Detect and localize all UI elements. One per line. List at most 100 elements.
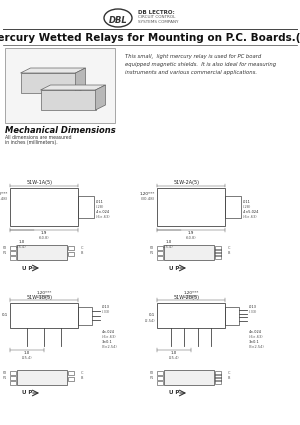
Bar (10, 246, 16, 250)
Polygon shape (20, 73, 76, 93)
Text: All dimensions are measured: All dimensions are measured (5, 135, 71, 140)
Polygon shape (40, 85, 106, 90)
Text: Mechanical Dimensions: Mechanical Dimensions (5, 126, 116, 135)
Polygon shape (40, 90, 95, 110)
Bar (78, 306, 92, 325)
Text: 4×.024: 4×.024 (249, 330, 262, 334)
Bar (225, 196, 241, 218)
Text: 51W-1B(5): 51W-1B(5) (27, 295, 53, 300)
Bar (215, 252, 221, 255)
Text: P1: P1 (150, 376, 154, 380)
Bar (215, 374, 221, 377)
Text: 51W-2B(5): 51W-2B(5) (174, 295, 200, 300)
Text: (30.48): (30.48) (184, 295, 198, 299)
Text: .013: .013 (102, 305, 110, 309)
Polygon shape (76, 68, 85, 93)
Text: B: B (81, 376, 83, 380)
Bar (78, 196, 94, 218)
Text: 3×0.1: 3×0.1 (102, 340, 113, 344)
Bar (215, 246, 221, 249)
Text: U P: U P (169, 266, 179, 270)
Text: .4×.024: .4×.024 (96, 210, 110, 214)
Bar (157, 246, 163, 250)
Text: C: C (81, 246, 83, 250)
Text: 0.1: 0.1 (149, 314, 155, 317)
Bar (10, 371, 16, 375)
Text: (30.48): (30.48) (0, 197, 8, 201)
Bar (10, 376, 16, 380)
Bar (225, 306, 239, 325)
Text: 1.9: 1.9 (188, 231, 194, 235)
Bar (215, 249, 221, 252)
Text: (.33): (.33) (102, 310, 110, 314)
Bar (157, 303, 225, 328)
Text: (50.8): (50.8) (39, 236, 49, 240)
Text: P2: P2 (3, 371, 8, 375)
Text: 0.1: 0.1 (2, 314, 8, 317)
Text: (.6×.63): (.6×.63) (102, 335, 117, 339)
Text: 1.0: 1.0 (24, 351, 30, 355)
Text: 1.0: 1.0 (165, 240, 172, 244)
Bar (215, 377, 221, 380)
Text: instruments and various commercial applications.: instruments and various commercial appli… (125, 70, 257, 75)
Text: 51W-1A(5): 51W-1A(5) (27, 180, 53, 185)
Text: .4×5.024: .4×5.024 (243, 210, 260, 214)
Bar (157, 188, 225, 226)
Text: CIRCUIT CONTROL: CIRCUIT CONTROL (138, 15, 176, 19)
Text: 1.20***: 1.20*** (36, 291, 52, 295)
Text: 1.9: 1.9 (41, 231, 47, 235)
Text: 4×.024: 4×.024 (102, 330, 115, 334)
Text: P2: P2 (3, 246, 8, 250)
Text: P1: P1 (150, 251, 154, 255)
Bar (68, 377, 74, 380)
Bar (68, 246, 74, 249)
Text: (3×2.54): (3×2.54) (249, 345, 265, 349)
Text: 1.20***: 1.20*** (0, 192, 8, 196)
Text: Mercury Wetted Relays for Mounting on P.C. Boards.(1): Mercury Wetted Relays for Mounting on P.… (0, 33, 300, 43)
Text: (.33): (.33) (249, 310, 257, 314)
Bar (164, 245, 214, 260)
Text: C: C (228, 246, 230, 250)
Text: .013: .013 (249, 305, 257, 309)
Text: (2.54): (2.54) (144, 318, 155, 323)
Text: B: B (228, 251, 230, 255)
Text: (25.4): (25.4) (16, 245, 27, 249)
Bar (157, 251, 163, 255)
Text: (3×2.54): (3×2.54) (102, 345, 118, 349)
Text: (30.48): (30.48) (37, 295, 51, 299)
Text: C: C (81, 371, 83, 375)
Text: DBL: DBL (109, 15, 128, 25)
Text: equipped magnetic shields.  It is also ideal for measuring: equipped magnetic shields. It is also id… (125, 62, 276, 67)
Text: (.6×.63): (.6×.63) (249, 335, 264, 339)
Bar (157, 381, 163, 385)
Text: DB LECTRO:: DB LECTRO: (138, 9, 175, 14)
Bar (68, 252, 74, 255)
Bar (5, 48, 115, 123)
Text: B: B (228, 376, 230, 380)
Bar (164, 370, 214, 385)
Text: 1.0: 1.0 (18, 240, 25, 244)
Text: 3×0.1: 3×0.1 (249, 340, 260, 344)
Text: P2: P2 (150, 246, 154, 250)
Text: U P: U P (22, 391, 32, 396)
Bar (215, 380, 221, 383)
Text: C: C (228, 371, 230, 375)
Text: 1.0: 1.0 (171, 351, 177, 355)
Bar (17, 245, 67, 260)
Text: .011: .011 (96, 200, 104, 204)
Bar (10, 188, 78, 226)
Text: SYSTEMS COMPANY: SYSTEMS COMPANY (138, 20, 178, 24)
Bar (215, 371, 221, 374)
Text: (.6×.63): (.6×.63) (96, 215, 111, 219)
Text: (25.4): (25.4) (163, 245, 174, 249)
Text: 1.20***: 1.20*** (140, 192, 155, 196)
Text: (25.4): (25.4) (22, 356, 32, 360)
Text: 51W-2A(5): 51W-2A(5) (174, 180, 200, 185)
Text: (.28): (.28) (243, 205, 251, 209)
Bar (157, 256, 163, 260)
Text: P1: P1 (3, 376, 8, 380)
Bar (10, 251, 16, 255)
Polygon shape (95, 85, 106, 110)
Text: P1: P1 (3, 251, 8, 255)
Bar (17, 370, 67, 385)
